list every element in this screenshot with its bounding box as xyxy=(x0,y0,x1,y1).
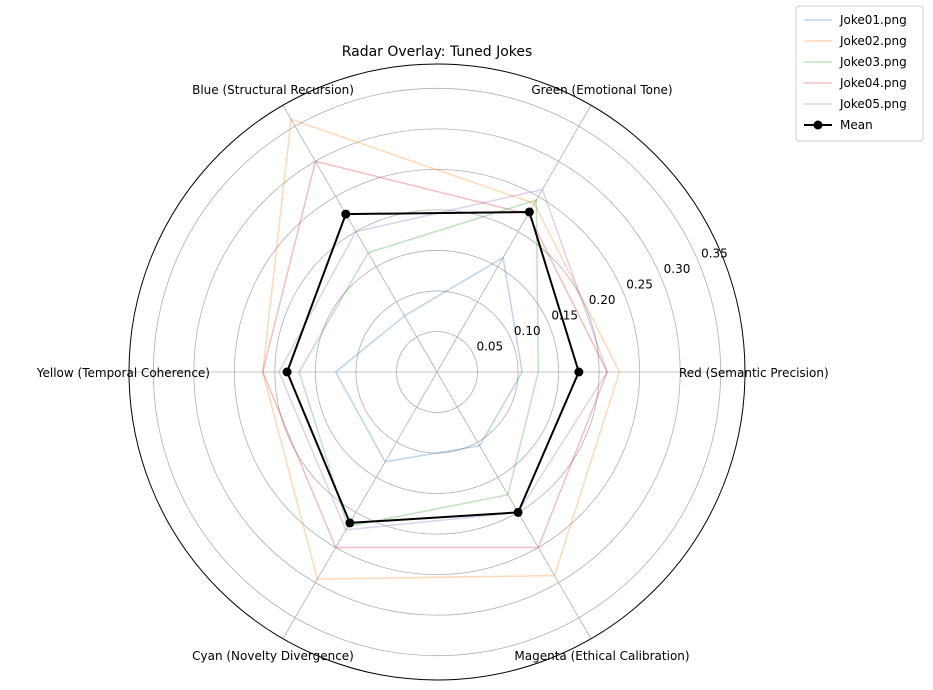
series-line-mean xyxy=(286,211,580,524)
grid-spoke xyxy=(436,371,592,639)
axis-label: Red (Semantic Precision) xyxy=(679,366,829,380)
series-line-joke01-png xyxy=(334,256,523,463)
legend-frame xyxy=(795,5,924,142)
legend-label: Joke02.png xyxy=(839,34,907,48)
axis-label: Magenta (Ethical Calibration) xyxy=(514,649,689,663)
series-line-joke04-png xyxy=(261,160,608,549)
mean-point xyxy=(513,507,523,517)
axis-labels: Red (Semantic Precision) Green (Emotional… xyxy=(36,83,829,663)
legend-label: Joke01.png xyxy=(839,13,907,27)
mean-point xyxy=(345,518,355,528)
grid-spoke xyxy=(282,105,438,373)
axis-label: Blue (Structural Recursion) xyxy=(192,83,354,97)
chart-title: Radar Overlay: Tuned Jokes xyxy=(342,44,533,60)
axis-label: Yellow (Temporal Coherence) xyxy=(36,366,210,380)
legend-label: Joke05.png xyxy=(839,97,907,111)
radial-tick-label: 0.15 xyxy=(551,308,578,322)
mean-point xyxy=(574,367,584,377)
radial-tick-label: 0.35 xyxy=(701,246,728,260)
legend-label: Joke04.png xyxy=(839,76,907,90)
legend-label: Mean xyxy=(840,118,873,132)
mean-point xyxy=(524,207,534,217)
grid-spoke xyxy=(436,105,592,373)
series-line-joke03-png xyxy=(298,199,540,528)
grid-spoke xyxy=(282,371,438,639)
radial-tick-labels: 0.05 0.10 0.15 0.20 0.25 0.30 0.35 xyxy=(476,246,727,353)
legend-label: Joke03.png xyxy=(839,55,907,69)
axis-label: Cyan (Novelty Divergence) xyxy=(192,649,354,663)
series-layer xyxy=(261,118,621,580)
mean-point xyxy=(341,209,351,219)
legend: Joke01.png Joke02.png Joke03.png Joke04.png… xyxy=(795,5,924,142)
radial-tick-label: 0.05 xyxy=(476,339,503,353)
axis-label: Green (Emotional Tone) xyxy=(531,83,672,97)
radial-tick-label: 0.25 xyxy=(626,277,653,291)
radar-grid xyxy=(128,63,746,681)
legend-marker xyxy=(813,120,823,130)
series-line-joke02-png xyxy=(261,118,621,580)
radial-tick-label: 0.30 xyxy=(664,262,691,276)
mean-point xyxy=(282,367,292,377)
radial-tick-label: 0.20 xyxy=(589,293,616,307)
radial-tick-label: 0.10 xyxy=(514,324,541,338)
polar-frame xyxy=(128,63,746,681)
